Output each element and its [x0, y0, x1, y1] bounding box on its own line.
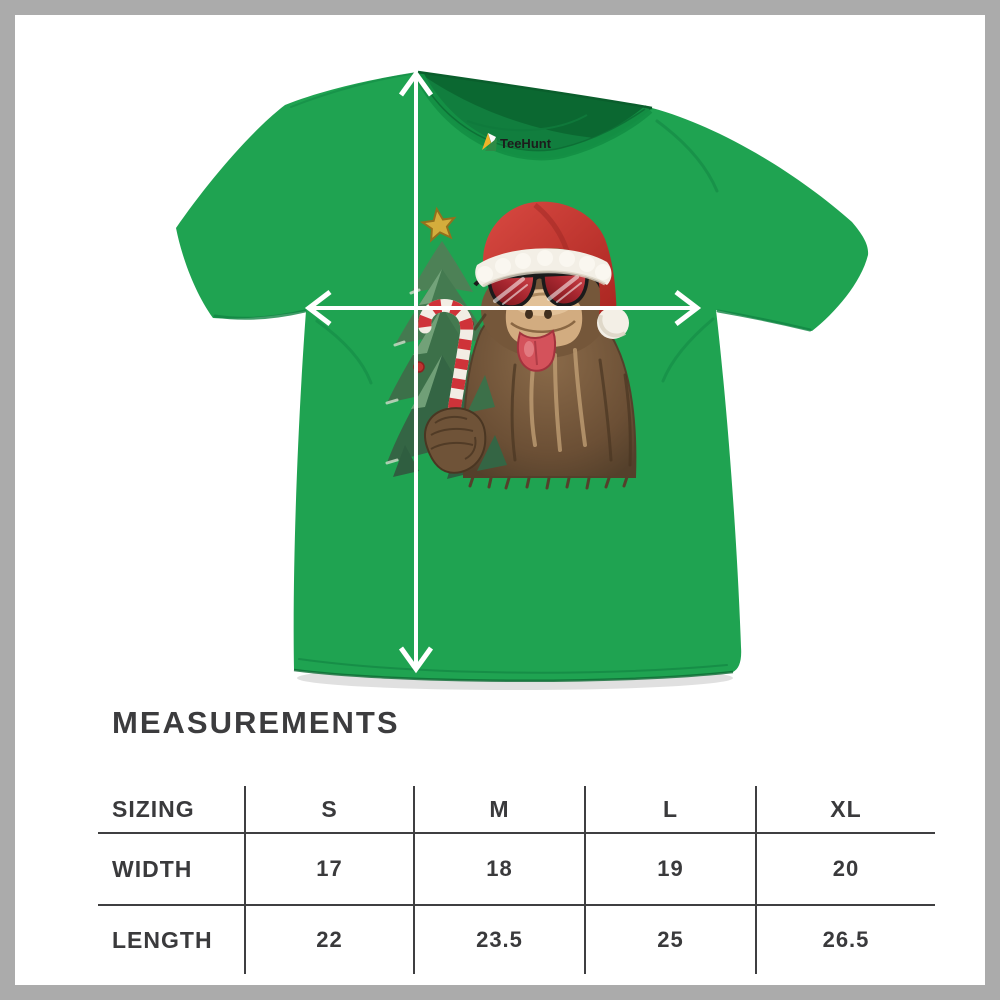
measurements-title: MEASUREMENTS	[112, 705, 400, 740]
brand-label: TeeHunt	[500, 136, 552, 151]
brand-tag: TeeHunt	[482, 133, 552, 151]
product-photo: TeeHunt	[176, 69, 869, 690]
row-label-length: LENGTH	[98, 906, 246, 974]
width-l: 19	[586, 834, 757, 906]
tongue	[516, 329, 557, 372]
width-xl: 20	[757, 834, 935, 906]
length-l: 25	[586, 906, 757, 974]
length-m: 23.5	[415, 906, 586, 974]
collar: TeeHunt	[414, 70, 653, 161]
width-m: 18	[415, 834, 586, 906]
header-cell-s: S	[246, 786, 415, 834]
header-cell-xl: XL	[757, 786, 935, 834]
bigfoot-hand	[424, 407, 487, 474]
brand-logo-icon	[482, 133, 491, 150]
nostril	[544, 309, 552, 319]
header-cell-m: M	[415, 786, 586, 834]
santa-hat	[475, 201, 629, 339]
header-cell-l: L	[586, 786, 757, 834]
width-s: 17	[246, 834, 415, 906]
sizing-table-header-row: SIZING S M L XL	[98, 786, 935, 834]
length-xl: 26.5	[822, 927, 870, 952]
tree-star-icon	[419, 206, 457, 243]
table-row-width: WIDTH 17 18 19 20	[98, 834, 935, 906]
sizing-table: SIZING S M L XL WIDTH 17 18 19 20 LENGTH…	[98, 786, 935, 974]
header-cell-sizing: SIZING	[98, 786, 246, 834]
length-arrow	[398, 69, 434, 674]
table-row-length: LENGTH 22 23.5 25 26.5	[98, 906, 935, 974]
length-s: 22	[246, 906, 415, 974]
row-label-width: WIDTH	[98, 834, 246, 906]
nostril	[525, 309, 533, 319]
green-tshirt: TeeHunt	[176, 70, 869, 683]
width-arrow	[304, 290, 702, 326]
